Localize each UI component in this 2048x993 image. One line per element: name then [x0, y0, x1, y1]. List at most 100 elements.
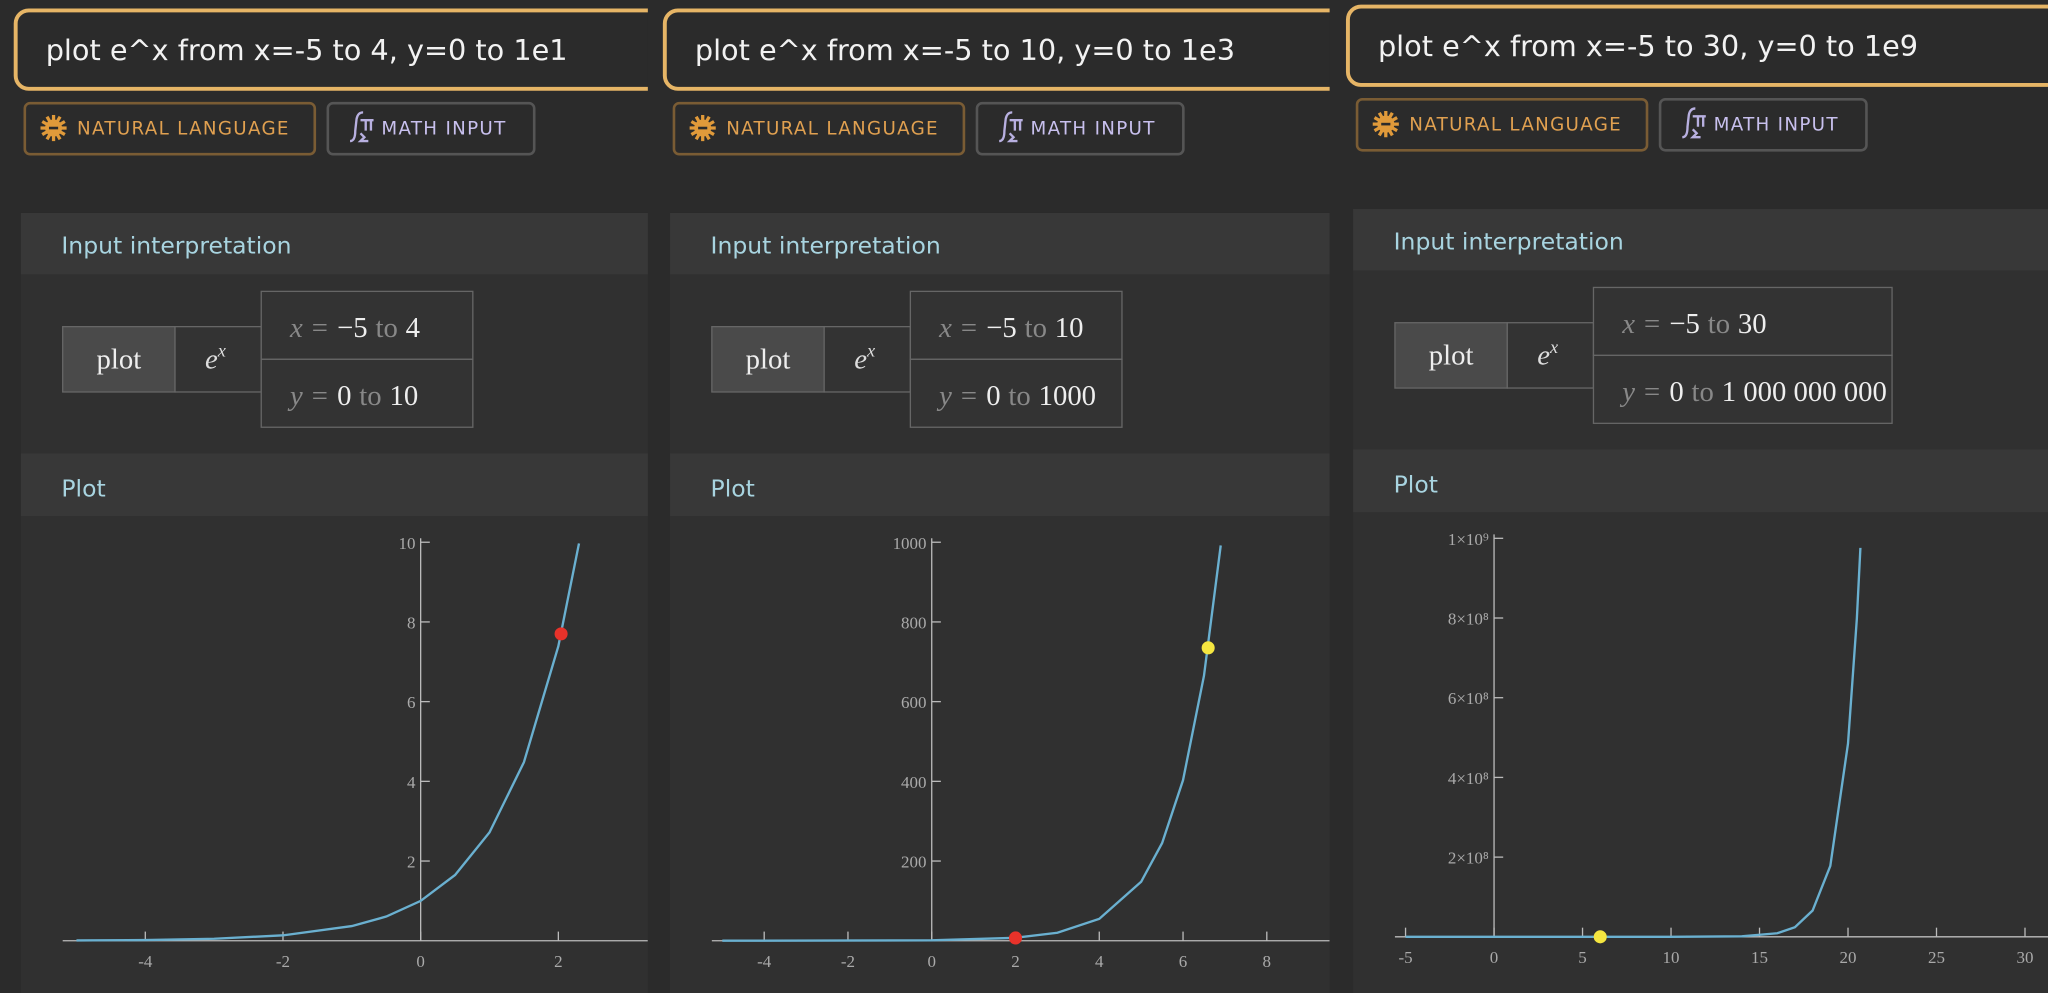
base: e [854, 343, 867, 375]
exponent: x [1549, 337, 1558, 357]
math-input-button[interactable] [326, 101, 536, 156]
table-cell [260, 358, 474, 428]
math-input-button[interactable] [1658, 97, 1868, 152]
x-tick-label: -2 [841, 952, 855, 971]
table-cell [1592, 354, 1893, 424]
range: x = −5 to 30 [1621, 308, 1766, 340]
range-part: −5 [986, 312, 1017, 344]
range-part: 0 [986, 380, 1000, 412]
range-part: to [359, 380, 381, 412]
range: y = 0 to 1 000 000 000 [1619, 376, 1887, 408]
natural-language-button[interactable] [23, 101, 317, 156]
command: plot [1429, 340, 1474, 372]
range-part: to [1008, 380, 1030, 412]
x-tick-label: 4 [1095, 952, 1104, 971]
x-tick-label: -4 [138, 952, 153, 971]
button-label: NATURAL LANGUAGE [1409, 115, 1622, 136]
pod-title: Plot [711, 474, 755, 502]
y-tick-label: 4 [407, 773, 416, 792]
curve [76, 543, 581, 942]
point [1201, 641, 1215, 655]
y-tick-label: 6×10⁸ [1448, 689, 1489, 708]
math-icon [1682, 107, 1706, 139]
range-part: 30 [1738, 308, 1767, 340]
base: e [1537, 340, 1550, 372]
y-tick-label: 2×10⁸ [1448, 849, 1489, 868]
math-icon [999, 111, 1023, 143]
natural-language-button[interactable] [672, 101, 966, 156]
x-tick-label: -5 [1398, 948, 1412, 967]
command: plot [746, 343, 791, 375]
base: e [205, 343, 218, 375]
y-tick-label: 8 [407, 613, 415, 632]
curve [722, 545, 1222, 942]
query-input[interactable] [13, 8, 690, 91]
y-tick-label: 10 [398, 534, 415, 553]
range-part: −5 [337, 312, 368, 344]
range-part: 0 [337, 380, 351, 412]
math-input-button[interactable] [975, 101, 1185, 156]
button-label: MATH INPUT [381, 119, 506, 140]
x-tick-label: -2 [276, 952, 290, 971]
query-input[interactable] [1345, 4, 2048, 87]
point [1008, 931, 1023, 945]
range-part: 1 000 000 000 [1722, 376, 1887, 408]
range-part: y = [287, 380, 329, 412]
range: y = 0 to 10 [287, 380, 418, 412]
table-cell [62, 325, 176, 393]
button-label: MATH INPUT [1031, 119, 1156, 140]
sun-icon [40, 114, 67, 142]
button-label: MATH INPUT [1714, 115, 1839, 136]
x-tick-label: 5 [1578, 948, 1586, 967]
pod-header [670, 453, 1330, 517]
range-part: 0 [1669, 376, 1683, 408]
function: ex [205, 341, 226, 376]
range-part: 1000 [1039, 380, 1096, 412]
range-part: to [1025, 312, 1047, 344]
query-text: plot e^x from x=-5 to 10, y=0 to 1e3 [695, 33, 1235, 67]
panel: plot e^x from x=-5 to 4, y=0 to 1e1 NATUR… [13, 8, 690, 993]
y-tick-label: 400 [901, 773, 926, 792]
panel: plot e^x from x=-5 to 30, y=0 to 1e9 NATU… [1345, 4, 2048, 993]
range-part: −5 [1669, 308, 1700, 340]
pod-title: Input interpretation [61, 231, 291, 259]
table-cell [909, 358, 1123, 428]
table-cell [1506, 322, 1595, 389]
x-tick-label: 2 [554, 952, 562, 971]
curve [1405, 547, 1862, 938]
pod-title: Plot [61, 474, 105, 502]
exponent: x [866, 341, 875, 361]
range-part: 10 [1055, 312, 1084, 344]
panel: plot e^x from x=-5 to 10, y=0 to 1e3 NATU… [662, 8, 1372, 993]
y-tick-label: 2 [407, 853, 415, 872]
y-tick-label: 200 [901, 853, 926, 872]
range-part: y = [1619, 376, 1661, 408]
table-cell [823, 325, 912, 393]
natural-language-button[interactable] [1355, 97, 1649, 152]
y-tick-label: 600 [901, 693, 926, 712]
pod-header [20, 212, 648, 275]
query-text: plot e^x from x=-5 to 30, y=0 to 1e9 [1378, 29, 1918, 63]
sun-mark [698, 126, 708, 130]
table-cell [260, 290, 474, 360]
x-tick-label: 15 [1751, 948, 1768, 967]
range: y = 0 to 1000 [936, 380, 1096, 412]
exponent: x [217, 341, 226, 361]
point [554, 627, 568, 641]
range: x = −5 to 10 [938, 312, 1083, 344]
range-part: y = [936, 380, 978, 412]
range-part: x = [938, 312, 978, 344]
sun-icon [1372, 111, 1399, 138]
query-input[interactable] [662, 8, 1372, 91]
button-label: NATURAL LANGUAGE [726, 119, 939, 140]
range: x = −5 to 4 [289, 312, 420, 344]
x-tick-label: 0 [416, 952, 424, 971]
x-tick-label: 0 [1490, 948, 1498, 967]
y-tick-label: 1×10⁹ [1448, 530, 1489, 549]
x-tick-label: 6 [1179, 952, 1187, 971]
sun-mark [1381, 122, 1391, 126]
y-tick-label: 1000 [893, 534, 927, 553]
pod-header [670, 212, 1330, 275]
y-tick-label: 8×10⁸ [1448, 610, 1489, 629]
